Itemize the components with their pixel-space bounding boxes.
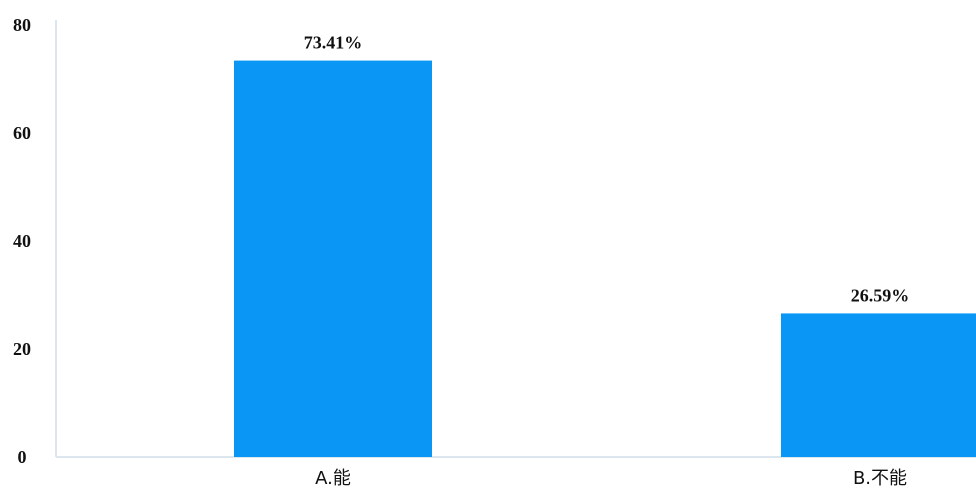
y-axis-ticks: 0 20 40 60 80 [13, 15, 31, 467]
bar-a [234, 60, 432, 457]
bar-value-label: 26.59% [851, 285, 910, 305]
y-tick-label: 20 [13, 339, 31, 359]
y-tick-label: 40 [13, 231, 31, 251]
x-axis-category-labels: A.能 B.不能 [315, 468, 907, 489]
y-tick-label: 60 [13, 123, 31, 143]
y-tick-label: 80 [13, 15, 31, 35]
x-category-label: A.能 [315, 468, 351, 489]
bar-series [234, 60, 976, 457]
bar-b [781, 313, 976, 457]
bar-value-label: 73.41% [304, 33, 363, 53]
data-labels: 73.41% 26.59% [304, 33, 910, 306]
y-tick-label: 0 [18, 447, 27, 467]
x-category-label: B.不能 [853, 468, 907, 489]
